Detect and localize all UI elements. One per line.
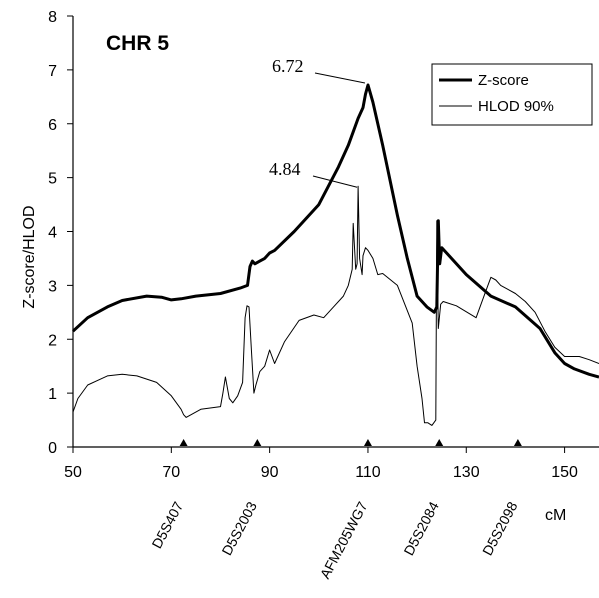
- legend: Z-score HLOD 90%: [431, 63, 593, 126]
- y-tick-label: 8: [48, 9, 57, 26]
- marker-label: D5S2084: [400, 499, 442, 558]
- zscore-line: [71, 83, 599, 379]
- x-tick-label: 150: [551, 464, 578, 481]
- marker-triangle: [435, 439, 444, 446]
- hlod-line: [72, 185, 599, 426]
- series-lines: [71, 83, 599, 426]
- y-tick-label: 2: [48, 332, 57, 349]
- marker-triangle: [363, 439, 372, 446]
- marker-label: AFM205WG7: [317, 499, 371, 582]
- chart-title: CHR 5: [106, 32, 169, 55]
- marker-triangle: [513, 439, 522, 446]
- x-axis-unit: cM: [545, 507, 566, 524]
- peak-leader-hlod: [312, 175, 358, 188]
- y-tick-label: 0: [48, 440, 57, 457]
- x-tick-label: 90: [261, 464, 279, 481]
- y-axis-title: Z-score/HLOD: [21, 205, 38, 308]
- peak-label-hlod: 4.84: [269, 159, 301, 179]
- marker-label: D5S407: [148, 499, 186, 551]
- y-tick-label: 4: [48, 225, 57, 242]
- marker-triangle: [253, 439, 262, 446]
- x-tick-label: 50: [64, 464, 82, 481]
- axes: 0 1 2 3 4 5 6 7 8 50 70 90 110 130 150: [48, 9, 599, 481]
- y-tick-label: 6: [48, 117, 57, 134]
- peak-leader-zscore: [314, 72, 366, 84]
- y-tick-label: 3: [48, 278, 57, 295]
- marker-label: D5S2003: [218, 499, 260, 558]
- marker-triangle: [179, 439, 188, 446]
- y-tick-label: 1: [48, 386, 57, 403]
- legend-box: [431, 63, 593, 126]
- x-tick-label: 70: [162, 464, 180, 481]
- legend-label-hlod: HLOD 90%: [478, 98, 554, 115]
- y-tick-label: 7: [48, 63, 57, 80]
- peak-label-zscore: 6.72: [272, 56, 304, 76]
- x-tick-label: 130: [453, 464, 480, 481]
- legend-label-zscore: Z-score: [478, 72, 529, 89]
- marker-label: D5S2098: [479, 499, 521, 558]
- x-tick-label: 110: [355, 464, 381, 481]
- peak-annotations: 6.72 4.84: [269, 56, 366, 188]
- y-tick-label: 5: [48, 171, 57, 188]
- marker-track: D5S407 D5S2003 AFM205WG7 D5S2084 D5S2098: [148, 439, 522, 581]
